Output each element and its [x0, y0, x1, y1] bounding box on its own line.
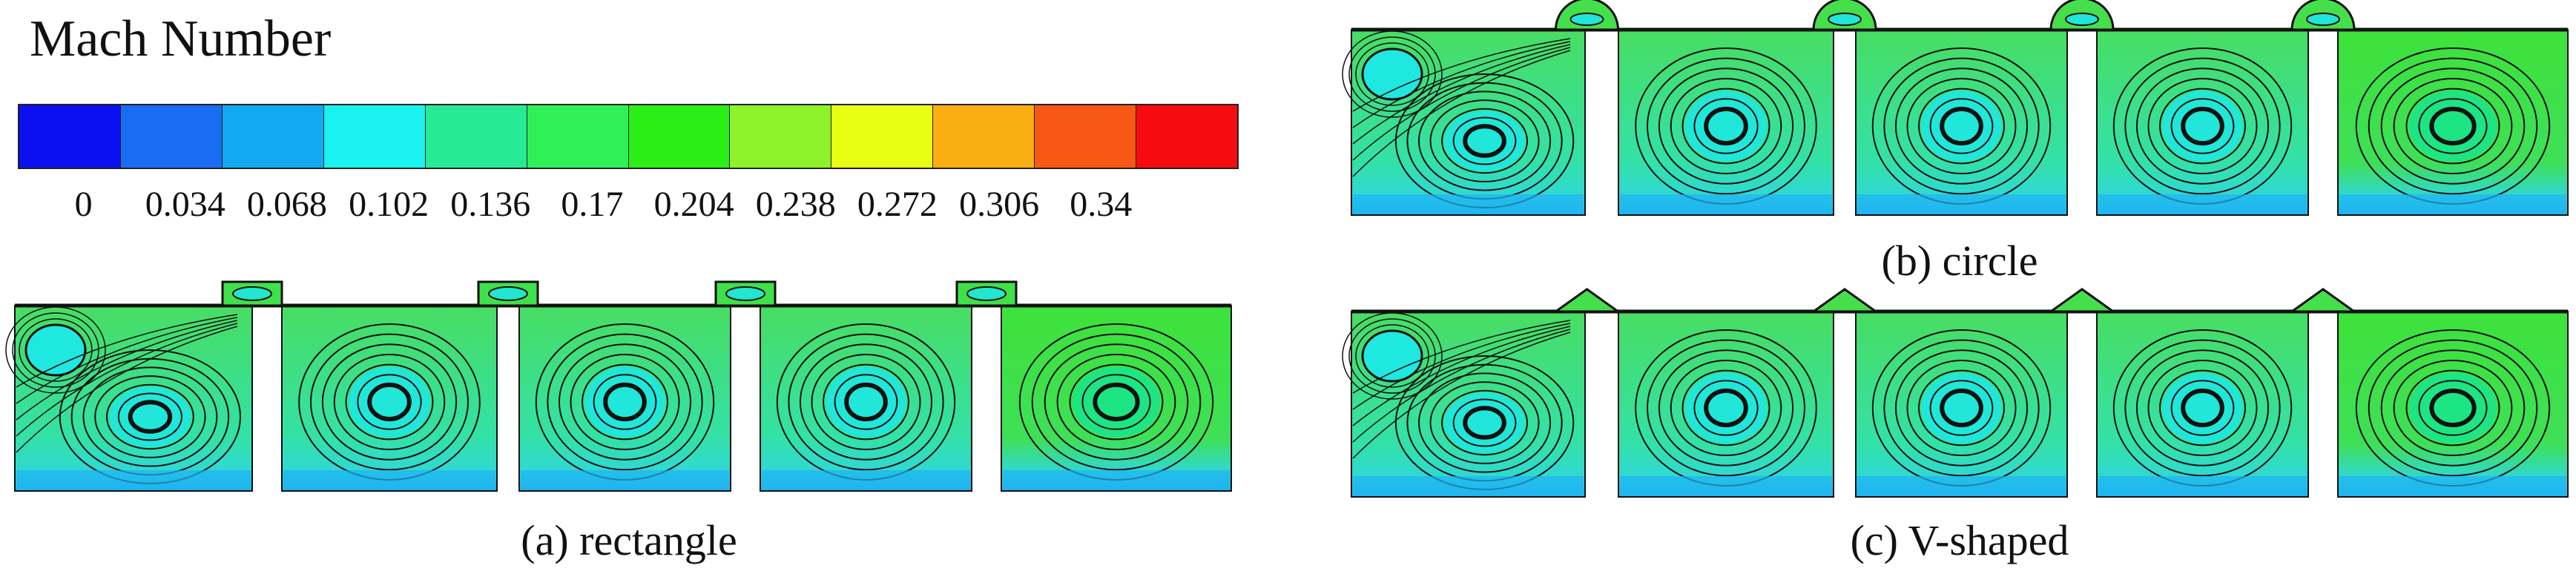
lid-rectangle: [477, 280, 539, 307]
caption-v-shaped: (c) V-shaped: [1850, 516, 2069, 564]
legend-tick-label: 0.034: [145, 185, 225, 224]
panel-v-shaped: [1342, 288, 2569, 498]
legend-tick-label: 0.204: [653, 185, 734, 224]
legend-band: [120, 105, 223, 168]
lid-circle: [1812, 0, 1877, 31]
lid-v: [2288, 288, 2358, 313]
legend-band: [19, 105, 121, 168]
legend-band: [425, 105, 527, 168]
color-legend-bar: [18, 104, 1239, 169]
legend-tick-label: 0.238: [755, 185, 836, 224]
legend-tick-label: 0.102: [349, 185, 429, 224]
legend-tick-labels: 0 0.034 0.068 0.102 0.136 0.17 0.204 0.238 0.272…: [18, 184, 1239, 228]
lid-circle: [2290, 0, 2356, 31]
legend-band: [831, 105, 934, 168]
legend-tick-label: 0.272: [857, 185, 938, 224]
legend-band: [1035, 105, 1137, 168]
panel-rectangle: [5, 280, 1232, 492]
legend-band: [222, 105, 324, 168]
lid-circle: [1554, 0, 1620, 31]
legend-tick-label: 0.068: [246, 185, 327, 224]
lid-circle: [2049, 0, 2115, 31]
legend-band: [527, 105, 629, 168]
legend-tick-label: 0.17: [561, 185, 624, 224]
lid-rectangle: [221, 280, 283, 307]
caption-circle: (b) circle: [1881, 237, 2038, 285]
panel-circle: [1342, 0, 2569, 216]
legend-tick-label: 0.136: [450, 185, 531, 224]
legend-band: [933, 105, 1035, 168]
caption-rectangle: (a) rectangle: [521, 516, 737, 564]
legend-tick-label: 0.306: [959, 185, 1040, 224]
legend-band: [1136, 105, 1238, 168]
legend-tick-label: 0: [74, 185, 93, 224]
lid-v: [1552, 288, 1622, 313]
legend-band: [628, 105, 731, 168]
lid-rectangle: [955, 280, 1018, 307]
legend-band: [730, 105, 832, 168]
legend-title: Mach Number: [30, 10, 332, 67]
lid-v: [1810, 288, 1880, 313]
legend-band: [323, 105, 426, 168]
legend-tick-label: 0.34: [1070, 185, 1133, 224]
lid-rectangle: [714, 280, 777, 307]
lid-v: [2047, 288, 2117, 313]
